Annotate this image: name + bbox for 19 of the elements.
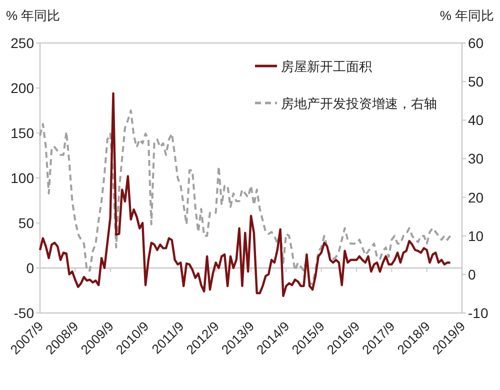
y2-tick-label: 60 bbox=[468, 35, 484, 51]
y2-tick-label: 40 bbox=[468, 112, 484, 128]
y-axis-title: % 年同比 bbox=[6, 8, 60, 23]
y2-tick-label: 50 bbox=[468, 74, 484, 90]
y-tick-label: 150 bbox=[10, 125, 34, 141]
y-tick-label: 250 bbox=[10, 35, 34, 51]
y2-tick-label: 0 bbox=[468, 266, 476, 282]
legend-label: 房地产开发投资增速，右轴 bbox=[281, 96, 437, 111]
y-tick-label: 200 bbox=[10, 80, 34, 96]
y-tick-label: 0 bbox=[26, 260, 34, 276]
y2-tick-label: 10 bbox=[468, 228, 484, 244]
y-tick-label: 50 bbox=[18, 215, 34, 231]
y2-tick-label: 20 bbox=[468, 189, 484, 206]
y2-axis-title: % 年同比 bbox=[440, 8, 494, 23]
y2-tick-label: 30 bbox=[468, 150, 484, 167]
y-tick-label: -50 bbox=[14, 305, 34, 321]
legend-label: 房屋新开工面积 bbox=[281, 59, 372, 74]
y2-tick-label: -10 bbox=[468, 305, 488, 321]
y-tick-label: 100 bbox=[10, 170, 34, 186]
